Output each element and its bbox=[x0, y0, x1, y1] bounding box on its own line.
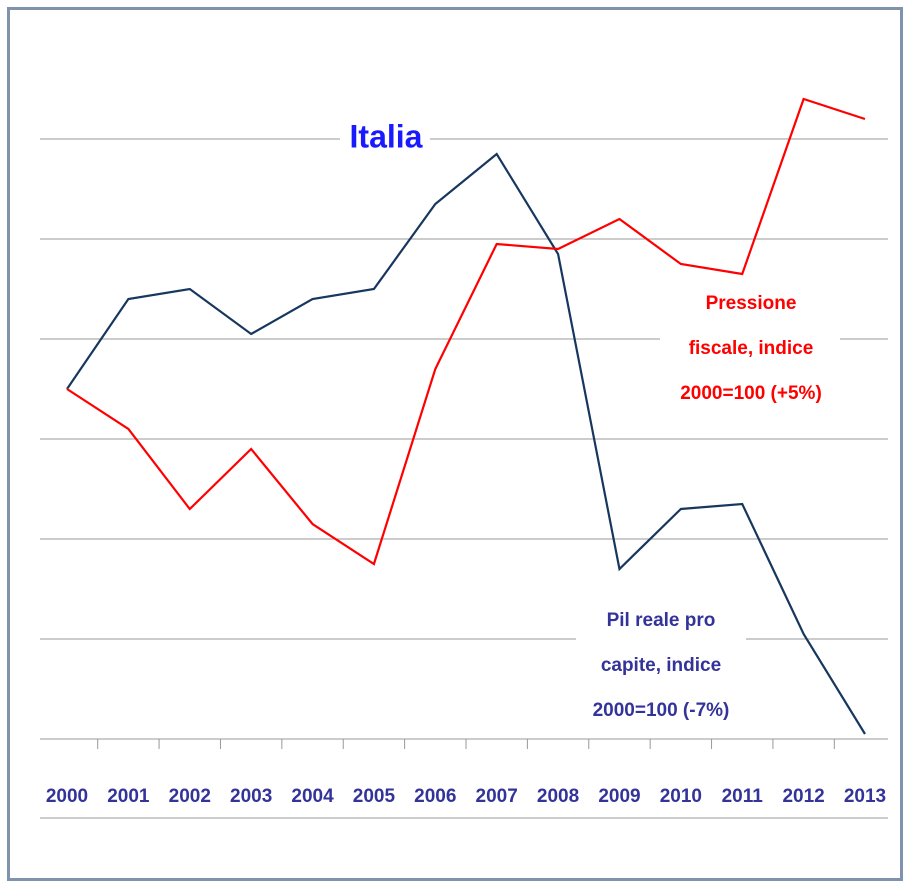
x-tick-label: 2002 bbox=[169, 786, 211, 807]
series-line bbox=[66, 152, 866, 735]
x-tick-label: 2007 bbox=[476, 786, 518, 807]
x-tick-label: 2004 bbox=[291, 786, 334, 807]
x-tick-label: 2013 bbox=[844, 786, 886, 807]
annotation: Pressione bbox=[706, 293, 797, 314]
x-tick-label: 2001 bbox=[107, 786, 150, 807]
x-tick-label: 2010 bbox=[660, 786, 702, 807]
x-tick-label: 2008 bbox=[537, 786, 579, 807]
x-tick-label: 2000 bbox=[46, 786, 88, 807]
frame bbox=[7, 7, 903, 881]
chart-title: Italia bbox=[350, 118, 423, 154]
x-tick-label: 2003 bbox=[230, 786, 272, 807]
annotation: fiscale, indice bbox=[689, 338, 814, 359]
x-tick-label: 2009 bbox=[598, 786, 640, 807]
annotation: 2000=100 (-7%) bbox=[593, 700, 730, 721]
x-tick-label: 2005 bbox=[353, 786, 396, 807]
x-tick-label: 2012 bbox=[782, 786, 824, 807]
annotation: 2000=100 (+5%) bbox=[680, 383, 822, 404]
x-tick-label: 2011 bbox=[722, 786, 764, 807]
annotation-bg bbox=[576, 598, 746, 738]
title-bg bbox=[340, 116, 430, 160]
x-tick-label: 2006 bbox=[414, 786, 456, 807]
annotation: capite, indice bbox=[601, 655, 721, 676]
annotation-bg bbox=[660, 280, 840, 415]
annotation: Pil reale pro bbox=[607, 610, 716, 631]
series-line bbox=[66, 97, 866, 566]
